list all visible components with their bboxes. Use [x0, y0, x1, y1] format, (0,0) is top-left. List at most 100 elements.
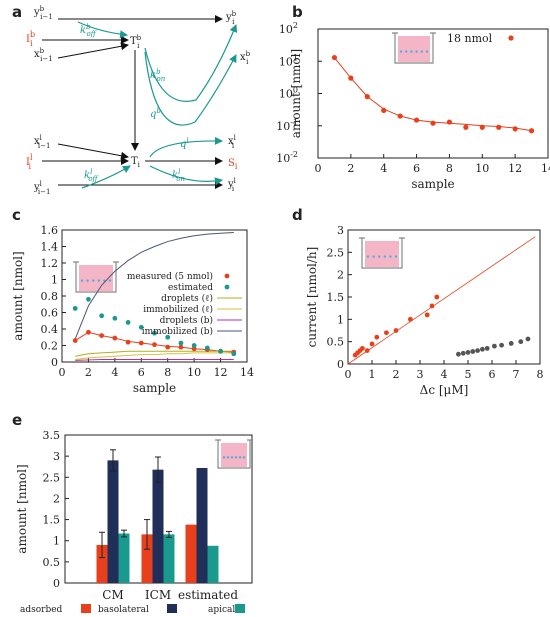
d-data-point — [369, 341, 375, 347]
node-xb-prev: xb i−1 — [34, 47, 53, 63]
e-ytick-label: 3 — [53, 450, 60, 463]
b-xtick-label: 2 — [347, 162, 354, 175]
e-ytick-label: 0 — [53, 577, 60, 590]
d-xtick-label: 5 — [465, 368, 472, 381]
d-data-point — [408, 316, 413, 322]
e-bar — [96, 544, 108, 583]
d-data-point — [470, 349, 476, 354]
e-y-axis-label: amount [nmol] — [15, 464, 29, 553]
c-xtick-label: 14 — [240, 366, 254, 379]
panel-label-b: b — [292, 3, 303, 21]
c-data-point — [231, 351, 237, 357]
e-well-outline — [215, 439, 253, 469]
b-ytick-label: 100 — [279, 86, 298, 101]
d-data-point — [456, 351, 461, 357]
c-plot-frame — [61, 229, 248, 363]
e-well-dot — [222, 456, 226, 459]
e-ytick-label: 2 — [53, 492, 60, 505]
d-well-dot — [394, 255, 398, 258]
d-data-point — [525, 336, 531, 342]
e-legend-swatch — [167, 604, 177, 613]
d-x-axis-label: Δc [μM] — [420, 383, 469, 397]
e-well-fluid — [221, 443, 247, 467]
e-bar — [118, 533, 130, 583]
c-ytick-label: 0 — [51, 356, 58, 369]
c-legend-marker — [224, 273, 230, 279]
b-x-axis-label: sample — [411, 177, 454, 191]
c-legend-label: measured (5 nmol) — [127, 271, 213, 282]
e-well-dot — [234, 456, 238, 459]
node-ib: Ib i — [26, 30, 35, 48]
c-series-line — [75, 359, 234, 361]
d-fit-line — [347, 236, 536, 365]
c-xtick-label: 10 — [187, 366, 201, 379]
c-data-point — [165, 344, 171, 350]
d-xtick-label: 1 — [369, 368, 376, 381]
b-data-point — [381, 107, 387, 113]
b-xtick-label: 12 — [508, 162, 522, 175]
node-xl: xl i — [228, 134, 237, 150]
d-data-point — [475, 348, 480, 353]
rate-kon-b: kb on — [150, 68, 166, 83]
b-y-axis-label: amount [nmol] — [289, 49, 303, 138]
e-well-dot — [226, 456, 230, 459]
c-ytick-label: 0.4 — [41, 323, 59, 336]
c-data-point — [112, 315, 118, 321]
c-data-point — [191, 346, 197, 352]
e-well-dot — [242, 456, 246, 459]
e-bar — [207, 545, 219, 583]
c-data-point — [138, 324, 144, 330]
d-ytick-label: 2 — [337, 269, 344, 282]
e-ytick-label: 2.5 — [43, 471, 61, 484]
panel-label-d: d — [292, 206, 303, 224]
c-data-point — [178, 344, 184, 350]
c-data-point — [191, 343, 197, 348]
b-xtick-label: 0 — [315, 162, 322, 175]
c-ytick-label: 0.8 — [41, 290, 59, 303]
d-ytick-label: 0 — [337, 358, 344, 371]
b-well-outline — [392, 32, 436, 64]
d-xtick-label: 4 — [441, 368, 448, 381]
b-data-point — [413, 117, 420, 123]
c-data-point — [165, 334, 171, 340]
c-well-fluid — [79, 265, 113, 291]
c-well-dot — [86, 279, 89, 282]
b-data-point — [512, 126, 518, 132]
c-legend-label: droplets (b) — [160, 315, 213, 326]
node-il: Il i — [26, 153, 33, 171]
d-ytick-label: 1 — [337, 313, 344, 326]
arrow-koff-l — [81, 165, 131, 189]
b-well-dot — [415, 50, 418, 53]
b-well-dot — [399, 50, 403, 53]
c-data-point — [138, 340, 144, 346]
arrow-xb — [57, 42, 129, 59]
node-yb: yb i — [225, 10, 237, 26]
c-data-point — [72, 305, 78, 311]
c-series-line — [75, 350, 234, 357]
node-yl-prev: yl i−1 — [33, 180, 50, 196]
d-data-point — [393, 328, 399, 333]
c-well-outline — [73, 261, 119, 293]
c-xtick-label: 8 — [164, 366, 171, 379]
d-data-point — [364, 348, 370, 353]
e-bar — [196, 467, 208, 583]
rate-q-b: qb — [150, 107, 161, 120]
rate-koff-b: kb off — [80, 23, 97, 38]
panel-label-c: c — [12, 206, 21, 224]
c-well-dot — [80, 279, 84, 282]
d-ytick-label: 1.5 — [327, 291, 345, 304]
b-legend-marker — [508, 35, 514, 41]
rate-q-l: ql — [180, 137, 189, 150]
b-data-point — [364, 94, 370, 100]
chart-c: 0 2 4 6 8 10 12 1400.20.40.60.811.21.41.6measur… — [11, 224, 254, 395]
c-xtick-label: 0 — [59, 366, 66, 379]
node-t: Ti — [131, 156, 141, 169]
b-ytick-label: 101 — [279, 53, 298, 68]
e-bar — [163, 534, 175, 583]
b-data-point — [331, 54, 338, 61]
e-category-label: CM — [102, 588, 123, 602]
rate-koff-l: kl off — [84, 168, 99, 183]
arrow-kon-l — [149, 165, 223, 186]
c-xtick-label: 12 — [214, 366, 228, 379]
